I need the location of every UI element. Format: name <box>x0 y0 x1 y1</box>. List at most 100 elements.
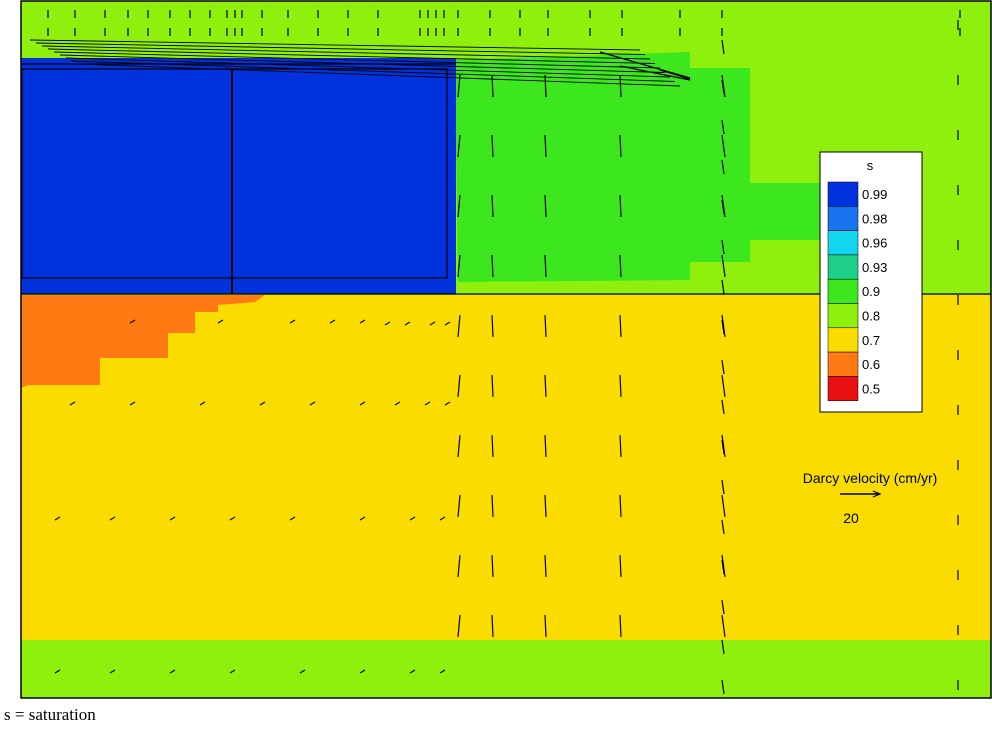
legend-swatch <box>827 327 859 353</box>
velocity-vector <box>544 74 547 98</box>
velocity-vector <box>619 374 622 398</box>
velocity-vector <box>169 669 176 674</box>
legend-swatch <box>827 206 859 231</box>
velocity-vector <box>299 669 306 674</box>
velocity-vector <box>491 434 494 458</box>
velocity-vector <box>359 516 366 521</box>
velocity-vector <box>329 319 336 324</box>
velocity-vector <box>491 374 494 398</box>
bottom-layer <box>21 640 991 698</box>
velocity-vector <box>359 401 366 406</box>
velocity-vector <box>457 194 461 218</box>
legend-swatch <box>827 230 859 256</box>
velocity-vector <box>457 494 461 518</box>
velocity-vector <box>109 516 116 521</box>
velocity-vector <box>544 134 547 158</box>
velocity-vector <box>619 254 622 278</box>
velocity-vector <box>619 74 622 98</box>
velocity-vector <box>491 314 494 338</box>
velocity-vector <box>229 669 236 674</box>
velocity-vector <box>721 134 726 158</box>
velocity-vector <box>109 669 116 674</box>
velocity-vector <box>77 63 681 87</box>
velocity-vector <box>721 639 725 655</box>
velocity-vector <box>359 669 366 674</box>
velocity-vector <box>544 554 547 578</box>
velocity-vector <box>491 134 494 158</box>
velocity-vector <box>457 614 461 638</box>
velocity-vector <box>619 194 622 218</box>
legend-swatch <box>827 181 859 207</box>
velocity-vector <box>53 51 661 69</box>
velocity-vector <box>544 494 547 518</box>
velocity-vector <box>721 679 725 695</box>
velocity-vector <box>721 359 725 375</box>
velocity-vector <box>544 434 547 458</box>
velocity-vector <box>384 321 391 326</box>
velocity-vector <box>619 554 622 578</box>
velocity-vector <box>404 321 411 326</box>
velocity-vector <box>289 516 296 521</box>
legend-label: 0.8 <box>862 309 880 324</box>
velocity-vector <box>544 374 547 398</box>
legend-swatch <box>827 303 859 329</box>
velocity-vector <box>544 194 547 218</box>
velocity-vector <box>721 374 726 398</box>
dry-corner-region <box>21 295 265 388</box>
legend-swatches: 0.99 0.98 0.96 0.93 0.9 0.8 0.7 0.6 0.5 <box>827 181 887 401</box>
velocity-vector <box>544 614 547 638</box>
legend-swatch <box>827 278 859 304</box>
velocity-vector <box>491 554 494 578</box>
velocity-vector <box>721 439 725 455</box>
velocity-vector <box>129 319 136 324</box>
velocity-vector <box>544 254 547 278</box>
velocity-scale-arrowhead <box>872 490 882 498</box>
velocity-vector <box>359 319 366 324</box>
legend-label: 0.6 <box>862 357 880 372</box>
legend-label: 0.7 <box>862 333 880 348</box>
velocity-vector <box>54 516 61 521</box>
legend-title: s <box>867 158 874 173</box>
velocity-vector <box>129 401 136 406</box>
velocity-vector <box>439 669 446 674</box>
velocity-vector <box>721 39 725 55</box>
velocity-vector <box>721 319 725 335</box>
saturation-legend: s 0.99 0.98 0.96 0.93 0.9 0.8 0.7 0.6 0.5 <box>819 151 923 413</box>
saturation-field <box>21 1 991 698</box>
velocity-vector <box>721 79 725 95</box>
velocity-vector <box>71 60 676 82</box>
velocity-vector <box>599 51 691 79</box>
velocity-vector <box>619 314 622 338</box>
velocity-vector <box>721 399 725 415</box>
velocity-vector <box>721 494 726 518</box>
velocity-vector <box>229 516 236 521</box>
velocity-vector <box>544 314 547 338</box>
velocity-vector <box>457 134 461 158</box>
figure-caption: s = saturation <box>4 705 96 724</box>
velocity-vector <box>41 45 651 60</box>
velocity-vector <box>47 48 656 64</box>
velocity-vector <box>439 516 446 521</box>
velocity-vector <box>491 254 494 278</box>
velocity-vector <box>429 321 436 326</box>
velocity-vector <box>491 194 494 218</box>
velocity-vector <box>65 57 671 78</box>
velocity-vector <box>491 614 494 638</box>
velocity-vector <box>457 74 461 98</box>
velocity-vector <box>309 401 316 406</box>
legend-swatch <box>827 351 859 377</box>
legend-label: 0.96 <box>862 236 887 251</box>
velocity-vector <box>35 42 646 55</box>
darcy-velocity-vectors <box>29 10 961 695</box>
legend-label: 0.98 <box>862 211 887 226</box>
velocity-vector <box>259 401 266 406</box>
velocity-vector <box>54 669 61 674</box>
velocity-vector <box>721 479 725 495</box>
velocity-vector <box>69 401 76 406</box>
velocity-vector <box>457 434 461 458</box>
legend-label: 0.99 <box>862 187 887 202</box>
velocity-vector <box>29 39 641 51</box>
legend-label: 0.5 <box>862 381 880 396</box>
velocity-vector <box>217 319 224 324</box>
